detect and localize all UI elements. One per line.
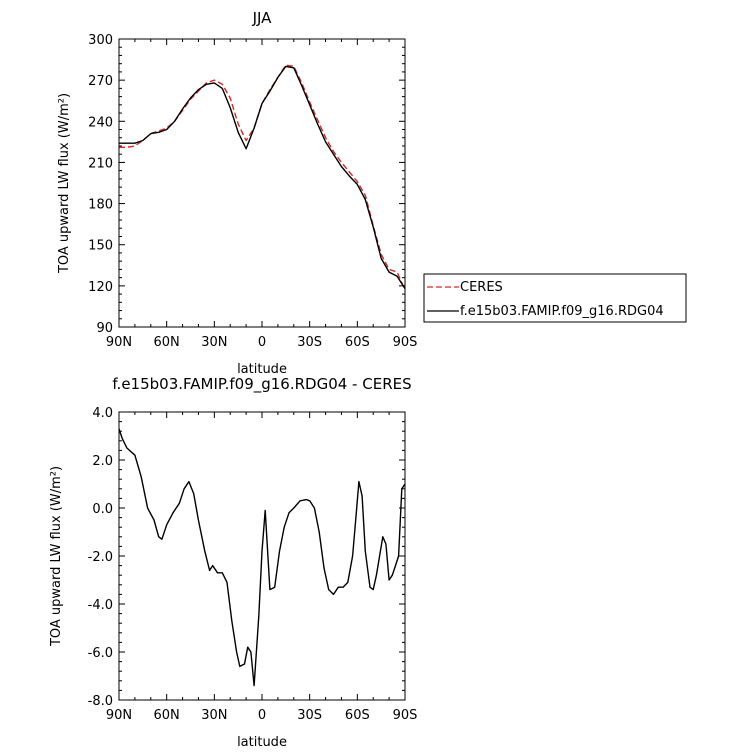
legend-box (423, 273, 687, 323)
bottom-chart-title: f.e15b03.FAMIP.f09_g16.RDG04 - CERES (112, 375, 411, 394)
bottom-series-line-0 (118, 428, 406, 687)
top-y-tick-label: 90 (96, 321, 113, 336)
bottom-y-axis-label: TOA upward LW flux (W/m²) (49, 466, 64, 647)
top-y-tick-label: 240 (88, 115, 113, 130)
top-y-tick-label: 270 (88, 74, 113, 89)
top-panel: JJA latitude TOA upward LW flux (W/m²) 9… (57, 9, 417, 377)
bottom-plot-frame (118, 411, 406, 701)
legend-label-ceres: CERES (460, 280, 503, 295)
legend: CERES f.e15b03.FAMIP.f09_g16.RDG04 (423, 273, 687, 323)
bottom-y-tick-label: -2.0 (88, 550, 113, 565)
top-y-tick-label: 300 (88, 33, 113, 48)
top-chart-title: JJA (252, 9, 273, 27)
top-x-tick-label: 30S (297, 335, 322, 350)
bottom-y-tick-label: 2.0 (92, 454, 113, 469)
bottom-x-tick-label: 90N (106, 708, 132, 723)
bottom-panel: f.e15b03.FAMIP.f09_g16.RDG04 - CERES lat… (49, 375, 417, 750)
bottom-series-lines (118, 428, 406, 687)
top-x-tick-label: 90N (106, 335, 132, 350)
bottom-x-tick-label: 30S (297, 708, 322, 723)
bottom-x-tick-label: 60S (345, 708, 370, 723)
legend-label-model: f.e15b03.FAMIP.f09_g16.RDG04 (460, 304, 664, 319)
bottom-axis-ticks: 90N 60N 30N 0 30S 60S 90S 4.0 2.0 0.0 -2.0 -4.0 -6.0… (88, 406, 418, 723)
top-y-tick-label: 180 (88, 198, 113, 213)
top-x-tick-label: 60S (345, 335, 370, 350)
bottom-x-tick-label: 90S (393, 708, 418, 723)
top-y-tick-label: 150 (88, 239, 113, 254)
top-series-line-1 (119, 65, 406, 289)
bottom-x-tick-label: 0 (258, 708, 266, 723)
top-series-line-0 (119, 64, 406, 291)
bottom-y-tick-label: 0.0 (92, 502, 113, 517)
top-plot-frame (118, 38, 406, 328)
bottom-y-tick-label: -6.0 (88, 646, 113, 661)
top-y-tick-label: 120 (88, 280, 113, 295)
top-x-tick-label: 90S (393, 335, 418, 350)
top-x-tick-label: 60N (154, 335, 180, 350)
top-y-tick-label: 210 (88, 156, 113, 171)
bottom-y-tick-label: -4.0 (88, 598, 113, 613)
bottom-y-tick-label: -8.0 (88, 694, 113, 709)
bottom-x-axis-label: latitude (237, 735, 287, 750)
bottom-x-tick-label: 60N (154, 708, 180, 723)
top-axis-ticks: 90N 60N 30N 0 30S 60S 90S 90 120 150 180 210 240 270 3… (88, 33, 417, 350)
top-y-axis-label: TOA upward LW flux (W/m²) (57, 93, 72, 274)
top-series-lines (119, 64, 406, 291)
top-x-tick-label: 30N (201, 335, 227, 350)
bottom-x-tick-label: 30N (201, 708, 227, 723)
top-x-axis-label: latitude (237, 362, 287, 377)
top-x-tick-label: 0 (258, 335, 266, 350)
bottom-y-tick-label: 4.0 (92, 406, 113, 421)
